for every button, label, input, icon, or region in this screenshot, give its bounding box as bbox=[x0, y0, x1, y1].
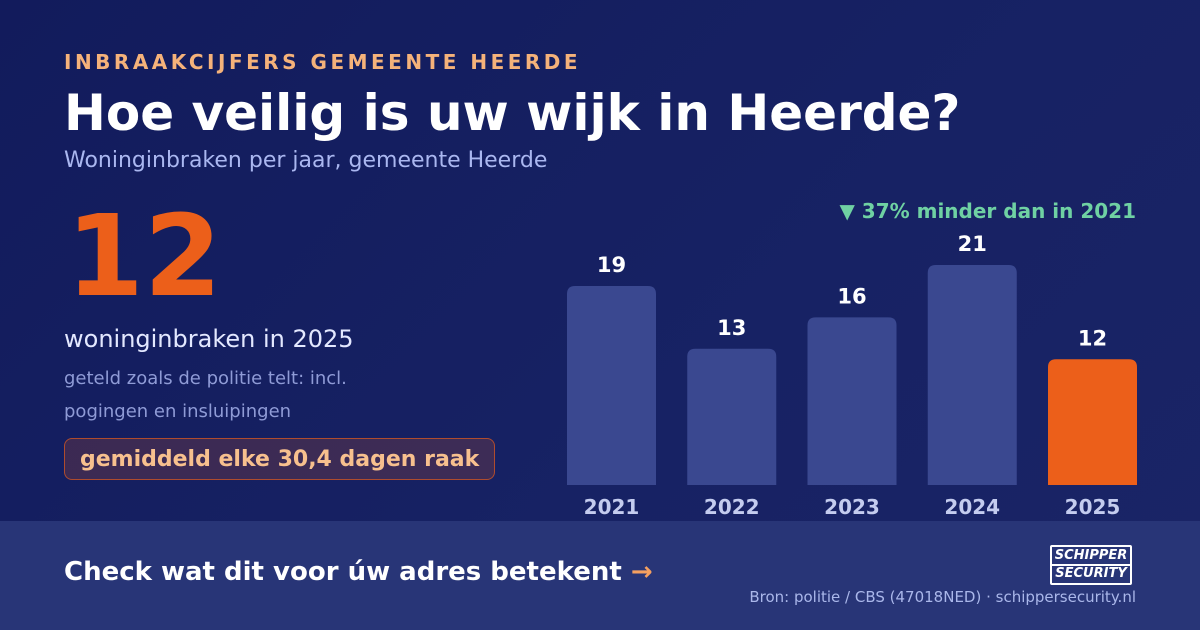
frequency-pill: gemiddeld elke 30,4 dagen raak bbox=[64, 438, 496, 480]
highlight-note: geteld zoals de politie telt: incl. pogi… bbox=[64, 368, 347, 422]
data-label-2022: 13 bbox=[717, 316, 746, 340]
arrow-right-icon: → bbox=[630, 557, 653, 587]
data-label-2025: 12 bbox=[1078, 326, 1107, 350]
source-note: Bron: politie / CBS (47018NED) · schippe… bbox=[749, 588, 1136, 606]
data-label-2024: 21 bbox=[958, 232, 987, 256]
bar-2025 bbox=[1048, 359, 1137, 485]
bar-2023 bbox=[807, 317, 897, 485]
bar-chart: 19 2021 13 2022 16 2023 21 2024 12 2025 bbox=[567, 232, 1137, 519]
change-indicator: ▼ 37% minder dan in 2021 bbox=[839, 199, 1136, 223]
tick-label-2025: 2025 bbox=[1065, 495, 1121, 519]
bar-2024 bbox=[927, 265, 1017, 485]
data-label-2021: 19 bbox=[597, 253, 626, 277]
tick-label-2021: 2021 bbox=[584, 495, 640, 519]
logo-line-1: SCHIPPER bbox=[1052, 548, 1130, 566]
highlight-number: 12 bbox=[66, 192, 222, 322]
cta-label: Check wat dit voor úw adres betekent bbox=[64, 557, 622, 587]
page-title: Hoe veilig is uw wijk in Heerde? bbox=[64, 84, 961, 142]
tick-label-2023: 2023 bbox=[824, 495, 880, 519]
subtitle: Woninginbraken per jaar, gemeente Heerde bbox=[64, 148, 548, 173]
brand-logo: SCHIPPER SECURITY bbox=[1050, 545, 1132, 585]
kicker: INBRAAKCIJFERS GEMEENTE HEERDE bbox=[64, 50, 582, 74]
tick-label-2024: 2024 bbox=[944, 495, 1000, 519]
highlight-label: woninginbraken in 2025 bbox=[64, 325, 354, 353]
footer-bar bbox=[0, 521, 1200, 630]
bar-2022 bbox=[687, 348, 777, 485]
bar-2021 bbox=[567, 285, 656, 485]
data-label-2023: 16 bbox=[837, 284, 866, 308]
cta-link[interactable]: Check wat dit voor úw adres betekent → bbox=[64, 557, 653, 587]
logo-line-2: SECURITY bbox=[1055, 566, 1127, 581]
tick-label-2022: 2022 bbox=[704, 495, 760, 519]
